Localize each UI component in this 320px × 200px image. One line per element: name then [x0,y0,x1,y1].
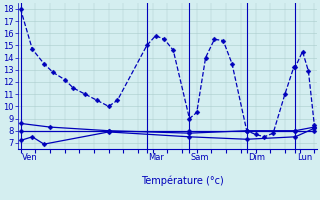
Text: Température (°c): Température (°c) [141,175,224,186]
Text: Mar: Mar [148,153,164,162]
Text: Sam: Sam [191,153,209,162]
Text: Dim: Dim [248,153,265,162]
Text: Lun: Lun [297,153,312,162]
Text: Ven: Ven [22,153,38,162]
